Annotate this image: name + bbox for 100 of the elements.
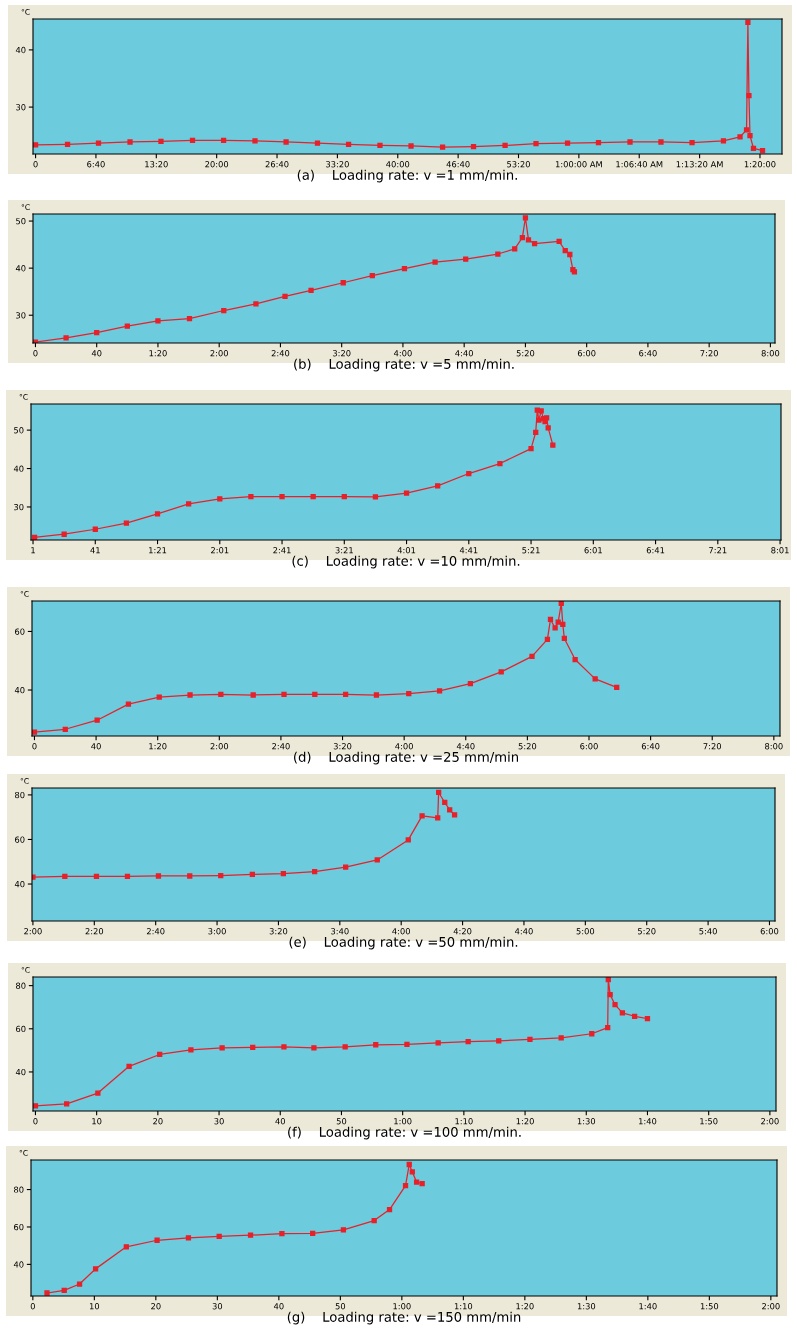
x-tick-label: 5:20 xyxy=(518,743,537,750)
x-tick-label: 2:01 xyxy=(211,547,229,554)
x-tick-label: 10 xyxy=(92,1118,102,1125)
y-tick-label: 50 xyxy=(14,427,24,434)
y-tick-label: 40 xyxy=(13,1261,24,1268)
x-tick-label: 1:30 xyxy=(577,1303,596,1310)
y-tick-label: 60 xyxy=(15,628,25,635)
x-tick-label: 1:30 xyxy=(577,1118,596,1125)
x-tick-label: 2:00 xyxy=(761,1118,779,1125)
x-tick-label: 40 xyxy=(91,350,102,357)
x-tick-label: 4:40 xyxy=(515,928,533,935)
x-tick-label: 3:20 xyxy=(333,743,352,750)
x-tick-label: 8:00 xyxy=(761,350,780,357)
y-tick-label: 40 xyxy=(15,265,26,272)
x-tick-label: 2:41 xyxy=(273,547,291,554)
y-tick-label: 40 xyxy=(15,46,26,54)
x-tick-label: 1:20 xyxy=(149,350,167,357)
x-tick-label: 1:00:00 AM xyxy=(555,161,602,168)
x-tick-label: 8:01 xyxy=(771,547,789,554)
x-tick-label: 8:00 xyxy=(765,743,783,750)
x-tick-label: 1:20 xyxy=(516,1118,534,1125)
x-tick-label: 40:00 xyxy=(386,161,410,168)
x-tick-label: 1:20 xyxy=(149,743,167,750)
y-tick-label: 30 xyxy=(14,503,24,511)
x-tick-label: 5:00 xyxy=(576,928,595,935)
x-tick-label: 4:01 xyxy=(397,547,416,554)
x-tick-label: 1:50 xyxy=(700,1303,719,1310)
x-tick-label: 1:21 xyxy=(149,547,167,554)
x-tick-label: 46:40 xyxy=(446,161,470,168)
x-tick-label: 1:06:40 AM xyxy=(616,161,663,168)
x-tick-label: 1:00 xyxy=(394,1118,412,1125)
x-tick-label: 50 xyxy=(336,1118,347,1125)
x-tick-label: 7:21 xyxy=(709,547,727,554)
x-tick-label: 0 xyxy=(33,161,38,168)
x-tick-label: 50 xyxy=(335,1303,346,1310)
x-tick-label: 2:40 xyxy=(146,928,165,935)
x-tick-label: 2:00 xyxy=(210,743,229,750)
y-tick-label: 40 xyxy=(13,465,24,472)
x-tick-label: 6:00 xyxy=(577,350,596,357)
y-tick-label: 30 xyxy=(16,312,26,319)
x-tick-label: 20 xyxy=(151,1303,161,1310)
x-tick-label: 40 xyxy=(275,1118,286,1125)
y-tick-label: 80 xyxy=(15,791,25,799)
x-tick-label: 3:20 xyxy=(269,928,288,935)
text: (e) Loading rate: v =50 mm/min. xyxy=(289,936,518,950)
y-tick-label: 60 xyxy=(14,1223,24,1231)
x-tick-label: 1:40 xyxy=(639,1118,657,1125)
x-tick-label: 3:00 xyxy=(208,928,226,935)
text: (g) Loading rate: v =150 mm/min xyxy=(287,1311,521,1325)
text: (f) Loading rate: v =100 mm/min. xyxy=(288,1126,521,1140)
y-tick-label: 80 xyxy=(14,1186,24,1193)
y-tick-label: 40 xyxy=(14,881,25,888)
x-tick-label: 1:40 xyxy=(639,1303,657,1310)
x-tick-label: 6:40 xyxy=(87,161,105,168)
x-tick-label: 33:20 xyxy=(326,161,349,168)
x-tick-label: 5:20 xyxy=(638,928,656,935)
x-tick-label: 10 xyxy=(89,1303,100,1310)
x-tick-label: 40 xyxy=(273,1303,284,1310)
y-tick-label: 40 xyxy=(15,1068,26,1076)
y-tick-label: 40 xyxy=(14,687,25,694)
x-tick-label: 5:20 xyxy=(516,350,535,357)
x-tick-label: 7:20 xyxy=(700,350,718,357)
text: (a) Loading rate: v =1 mm/min. xyxy=(297,169,517,183)
x-tick-label: 0 xyxy=(33,350,38,357)
text: (d) Loading rate: v =25 mm/min xyxy=(294,751,518,765)
y-tick-label: 30 xyxy=(16,104,26,111)
x-tick-label: 2:40 xyxy=(271,350,290,357)
x-tick-label: 1:00 xyxy=(393,1303,411,1310)
x-tick-label: 20 xyxy=(153,1118,163,1125)
text: (c) Loading rate: v =10 mm/min. xyxy=(292,555,520,569)
x-tick-label: 4:00 xyxy=(393,350,412,357)
x-tick-label: 3:40 xyxy=(331,928,349,935)
x-tick-label: 0 xyxy=(33,1118,38,1125)
x-tick-label: 3:21 xyxy=(335,547,353,554)
x-tick-label: 2:00 xyxy=(210,350,228,357)
x-tick-label: 2:00 xyxy=(762,1303,780,1310)
x-tick-label: 1 xyxy=(31,547,35,554)
x-tick-label: 6:01 xyxy=(584,547,602,554)
x-tick-label: 1:50 xyxy=(700,1118,718,1125)
x-tick-label: 2:40 xyxy=(272,743,290,750)
x-tick-label: 41 xyxy=(90,547,100,554)
x-tick-label: 2:00 xyxy=(24,928,42,935)
x-tick-label: 1:10 xyxy=(455,1118,473,1125)
x-tick-label: 1:10 xyxy=(454,1303,473,1310)
x-tick-label: 6:41 xyxy=(646,547,665,554)
x-tick-label: 0 xyxy=(32,743,37,750)
x-tick-label: 4:20 xyxy=(453,928,472,935)
y-tick-label: 80 xyxy=(16,982,26,989)
x-tick-label: 13:20 xyxy=(145,161,168,168)
x-tick-label: 0 xyxy=(30,1303,35,1310)
x-tick-label: 4:00 xyxy=(395,743,413,750)
x-tick-label: 7:20 xyxy=(703,743,722,750)
x-tick-label: 4:40 xyxy=(455,350,473,357)
x-tick-label: 30 xyxy=(212,1303,223,1310)
x-tick-label: 1:13:20 AM xyxy=(676,161,723,168)
y-tick-label: 60 xyxy=(15,836,25,843)
x-tick-label: 6:00 xyxy=(760,928,779,935)
x-tick-label: 4:00 xyxy=(392,928,410,935)
x-tick-label: 20:00 xyxy=(205,161,229,168)
x-tick-label: 1:20:00 xyxy=(744,161,776,168)
